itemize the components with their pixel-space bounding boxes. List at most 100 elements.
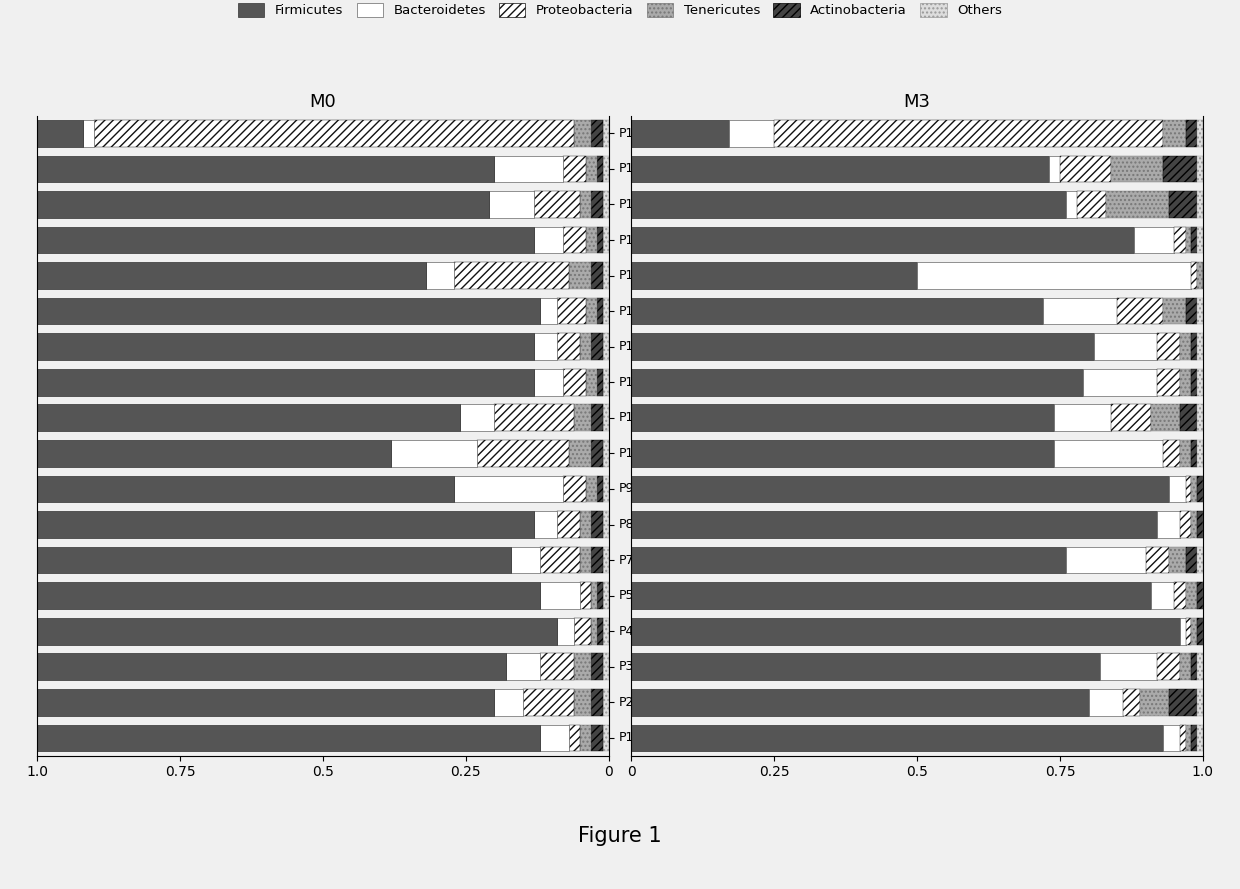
Bar	[1197, 156, 1203, 182]
Bar	[574, 404, 591, 431]
Bar	[37, 618, 557, 645]
Bar	[495, 689, 523, 716]
Bar	[591, 547, 603, 573]
Bar	[603, 476, 609, 502]
Bar	[534, 511, 557, 538]
Bar	[591, 689, 603, 716]
Bar	[1049, 156, 1060, 182]
Bar	[1117, 298, 1163, 324]
Bar	[557, 511, 580, 538]
Bar	[1163, 440, 1180, 467]
Bar	[1192, 227, 1197, 253]
Bar	[1197, 653, 1203, 680]
Bar	[511, 547, 539, 573]
Bar	[603, 653, 609, 680]
Bar	[1060, 156, 1111, 182]
Bar	[1152, 582, 1174, 609]
Bar	[37, 156, 495, 182]
Bar	[454, 262, 569, 289]
Bar	[37, 404, 460, 431]
Bar	[539, 582, 580, 609]
Bar	[1180, 333, 1192, 360]
Bar	[534, 369, 563, 396]
Bar	[631, 120, 729, 147]
Bar	[1152, 404, 1180, 431]
Bar	[598, 618, 603, 645]
Bar	[37, 227, 534, 253]
Bar	[1100, 653, 1157, 680]
Bar	[591, 404, 603, 431]
Bar	[1180, 404, 1197, 431]
Bar	[454, 476, 563, 502]
Bar	[603, 440, 609, 467]
Bar	[534, 227, 563, 253]
Bar	[477, 440, 569, 467]
Bar	[603, 298, 609, 324]
Bar	[591, 618, 598, 645]
Bar	[598, 369, 603, 396]
Bar	[1174, 227, 1185, 253]
Bar	[591, 120, 603, 147]
Bar	[1043, 298, 1117, 324]
Bar	[1163, 298, 1185, 324]
Bar	[539, 547, 580, 573]
Legend: Firmicutes, Bacteroidetes, Proteobacteria, Tenericutes, Actinobacteria, Others: Firmicutes, Bacteroidetes, Proteobacteri…	[233, 0, 1007, 22]
Bar	[631, 404, 1054, 431]
Bar	[37, 369, 534, 396]
Bar	[1197, 120, 1203, 147]
Bar	[1168, 476, 1185, 502]
Bar	[631, 227, 1135, 253]
Text: Figure 1: Figure 1	[578, 826, 662, 845]
Bar	[1180, 618, 1185, 645]
Bar	[1140, 689, 1168, 716]
Bar	[1192, 440, 1197, 467]
Bar	[1168, 689, 1197, 716]
Bar	[539, 653, 574, 680]
Bar	[574, 689, 591, 716]
Bar	[392, 440, 477, 467]
Bar	[37, 653, 506, 680]
Bar	[569, 440, 591, 467]
Bar	[489, 191, 534, 218]
Bar	[585, 227, 598, 253]
Bar	[631, 440, 1054, 467]
Bar	[1180, 511, 1192, 538]
Bar	[1197, 298, 1203, 324]
Bar	[37, 547, 511, 573]
Bar	[569, 725, 580, 751]
Bar	[631, 191, 1065, 218]
Bar	[1192, 333, 1197, 360]
Bar	[534, 191, 580, 218]
Bar	[580, 191, 591, 218]
Bar	[1197, 547, 1203, 573]
Bar	[1054, 440, 1163, 467]
Title: M3: M3	[904, 93, 930, 111]
Bar	[37, 120, 83, 147]
Bar	[580, 333, 591, 360]
Bar	[1163, 725, 1180, 751]
Bar	[1192, 262, 1197, 289]
Bar	[591, 582, 598, 609]
Bar	[591, 653, 603, 680]
Bar	[591, 725, 603, 751]
Bar	[580, 547, 591, 573]
Bar	[1180, 369, 1192, 396]
Bar	[591, 333, 603, 360]
Bar	[94, 120, 574, 147]
Bar	[563, 227, 585, 253]
Bar	[83, 120, 94, 147]
Bar	[569, 262, 591, 289]
Bar	[1185, 618, 1192, 645]
Bar	[598, 582, 603, 609]
Bar	[585, 156, 598, 182]
Bar	[1168, 547, 1185, 573]
Bar	[591, 191, 603, 218]
Bar	[1197, 582, 1203, 609]
Bar	[506, 653, 539, 680]
Bar	[1163, 120, 1185, 147]
Bar	[591, 440, 603, 467]
Bar	[1094, 333, 1157, 360]
Bar	[37, 725, 539, 751]
Bar	[631, 689, 1089, 716]
Bar	[37, 333, 534, 360]
